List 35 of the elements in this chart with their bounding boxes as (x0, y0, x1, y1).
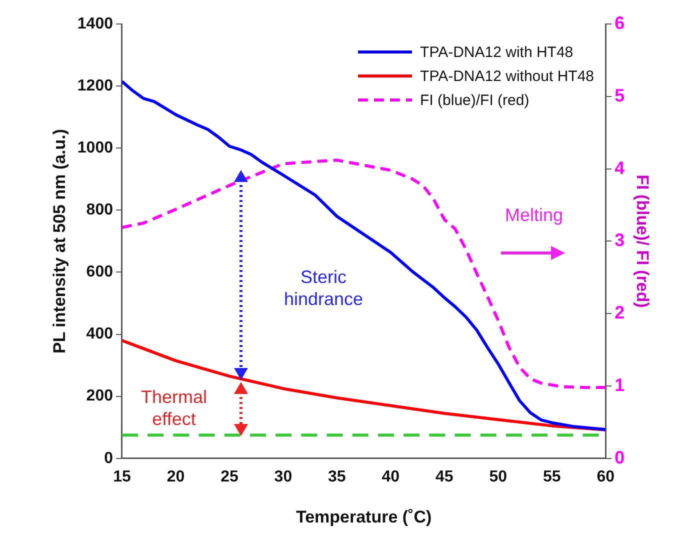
y-tick-label: 1400 (77, 15, 114, 32)
y-tick-label: 0 (104, 450, 114, 467)
x-tick-label: 15 (113, 468, 131, 486)
legend-label: FI (blue)/FI (red) (420, 92, 530, 108)
x-tick-label: 25 (220, 468, 238, 486)
x-axis-title: Temperature (˚C) (296, 507, 432, 526)
y2-tick-label: 5 (614, 85, 625, 106)
line-series (122, 158, 606, 389)
y2-axis-title: FI (blue)/ FI (red) (633, 174, 652, 308)
y-tick-label: 600 (86, 264, 114, 281)
x-tick-label: 40 (382, 468, 400, 486)
x-tick-label: 30 (274, 468, 292, 486)
y2-tick-label: 6 (614, 12, 625, 33)
y2-tick-label: 3 (614, 230, 625, 250)
y-tick-label: 1000 (77, 140, 114, 157)
y2-tick-label: 0 (614, 447, 625, 468)
y-tick-label: 200 (86, 388, 114, 405)
y-tick-label: 800 (86, 202, 114, 219)
y2-tick-label: 2 (614, 302, 625, 323)
annotation: Steric hindrance (284, 266, 364, 310)
annotation: Thermal effect (141, 386, 208, 430)
legend-label: TPA-DNA12 with HT48 (420, 44, 574, 60)
x-tick-label: 35 (328, 468, 346, 486)
legend-label: TPA-DNA12 without HT48 (420, 68, 594, 84)
y2-tick-label: 1 (614, 374, 625, 395)
x-tick-label: 55 (542, 468, 561, 486)
y2-tick-label: 4 (614, 158, 625, 178)
y-tick-label: 1200 (77, 77, 114, 94)
y-axis-title: PL intensity at 505 nm (a.u.) (50, 128, 69, 354)
x-tick-label: 20 (166, 468, 185, 486)
x-tick-label: 45 (435, 468, 454, 486)
x-tick-label: 50 (489, 468, 508, 486)
x-tick-label: 60 (596, 468, 615, 486)
y-tick-label: 400 (86, 326, 114, 343)
annotation: Melting (505, 204, 564, 226)
